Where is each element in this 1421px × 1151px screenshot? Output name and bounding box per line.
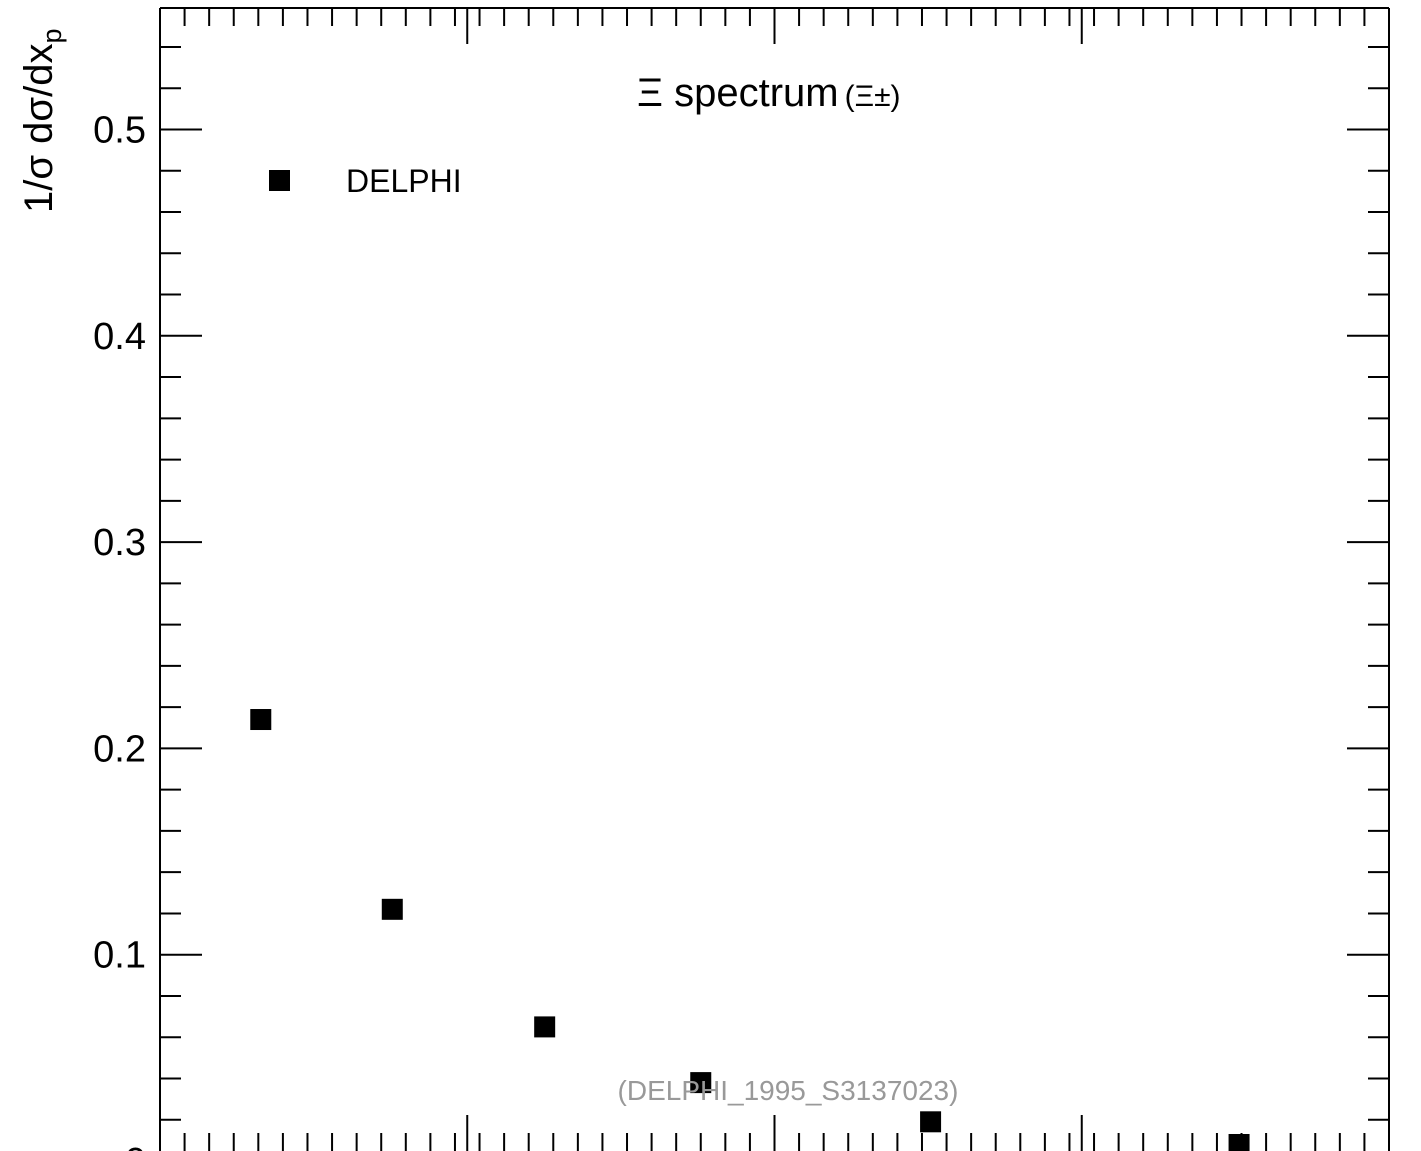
y-tick-label: 0.3 [93,522,146,564]
y-tick-label-zero: 0 [125,1141,146,1151]
source-annotation: (DELPHI_1995_S3137023) [618,1075,959,1106]
legend-label-delphi: DELPHI [346,163,462,199]
plot-frame-group [159,7,1390,1151]
chart-title: Ξ spectrum (Ξ±) [637,71,901,115]
y-axis-ticks: 0.1 0.2 0.3 0.4 0.5 0 [93,45,1389,1151]
data-point-2 [381,898,403,920]
data-point-6 [1228,1133,1250,1151]
legend: DELPHI [269,163,462,199]
data-points [250,709,1250,1151]
y-tick-label: 0.5 [93,110,146,152]
data-point-1 [250,709,272,731]
data-point-4 [690,1072,712,1094]
data-point-5 [920,1111,942,1133]
legend-marker-delphi [269,170,290,191]
y-tick-label: 0.2 [93,728,146,770]
x-axis-ticks [183,8,1366,1151]
y-axis-label-main: 1/σ dσ/dx [17,44,61,213]
y-axis-label-subscript: p [37,29,67,44]
chart-title-main: Ξ spectrum [637,71,839,115]
y-axis-label: 1/σ dσ/dxp [17,29,67,213]
data-point-3 [534,1016,556,1038]
y-tick-label: 0.4 [93,316,146,358]
chart-title-suffix: (Ξ±) [845,80,901,113]
y-tick-label: 0.1 [93,935,146,977]
